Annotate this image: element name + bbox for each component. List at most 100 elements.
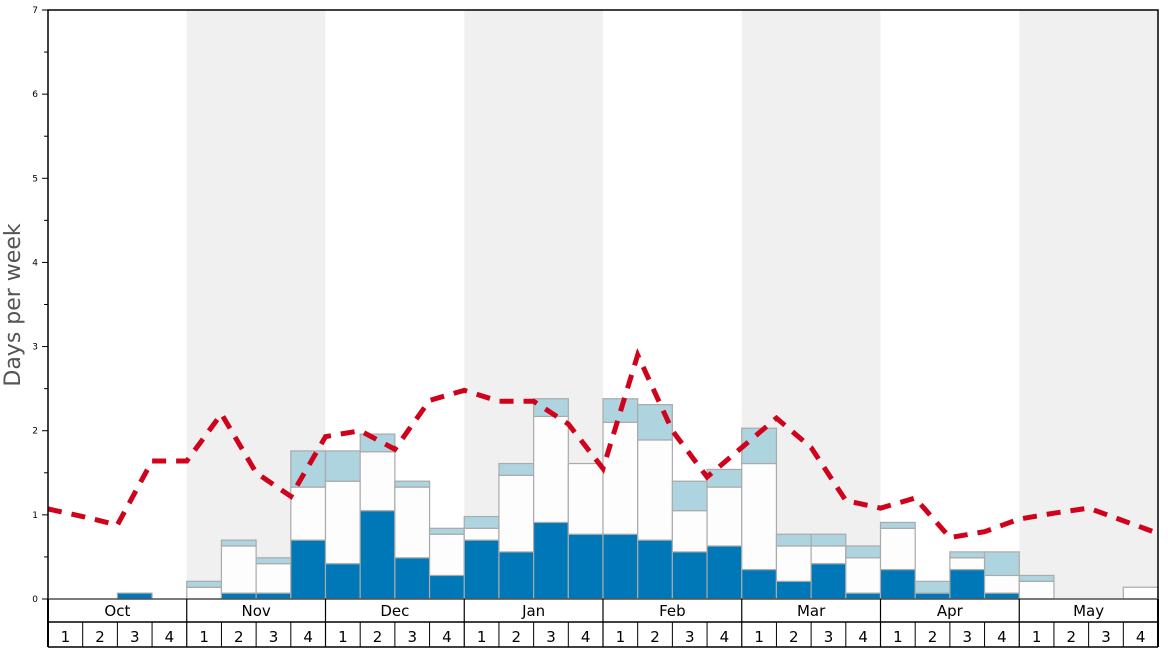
y-tick-label: 4 <box>32 258 38 268</box>
bar-dark-week-9 <box>324 563 361 600</box>
bar-dark-week-25 <box>879 568 916 600</box>
bar-white-week-25 <box>879 527 916 571</box>
bar-light-week-27 <box>949 551 986 559</box>
week-label: 3 <box>824 628 834 646</box>
bar-dark-week-19 <box>671 551 708 600</box>
week-label: 1 <box>1032 628 1042 646</box>
week-label: 2 <box>1067 628 1077 646</box>
week-label: 1 <box>616 628 626 646</box>
bar-light-week-14 <box>498 462 535 476</box>
bar-dark-week-16 <box>567 533 604 600</box>
bar-light-week-11 <box>394 480 431 488</box>
week-label: 1 <box>61 628 71 646</box>
bar-dark-week-6 <box>220 592 257 600</box>
y-axis-label: Days per week <box>1 223 26 386</box>
month-label-may: May <box>1073 602 1104 620</box>
bar-dark-week-12 <box>428 574 465 600</box>
bar-dark-week-20 <box>706 545 743 600</box>
bar-light-week-26 <box>914 580 951 594</box>
bar-light-week-7 <box>255 557 292 565</box>
bar-light-week-5 <box>186 580 223 588</box>
month-label-apr: Apr <box>937 602 964 620</box>
bar-light-week-19 <box>671 480 708 512</box>
bar-white-week-20 <box>706 486 743 547</box>
bar-light-week-22 <box>775 533 812 547</box>
bar-dark-week-8 <box>290 539 327 600</box>
week-label: 2 <box>928 628 938 646</box>
bar-white-week-12 <box>428 533 465 577</box>
average-line <box>47 347 1159 541</box>
bar-white-week-17 <box>602 421 639 535</box>
month-label-jan: Jan <box>521 602 545 620</box>
week-label: 4 <box>720 628 730 646</box>
month-band-may <box>1019 10 1158 599</box>
bar-light-week-29 <box>1018 574 1055 582</box>
bar-white-week-21 <box>741 462 778 571</box>
bar-white-week-6 <box>220 545 257 594</box>
bar-white-week-32 <box>1122 586 1159 600</box>
bar-light-week-6 <box>220 539 257 547</box>
week-label: 4 <box>997 628 1007 646</box>
bar-white-week-24 <box>845 557 882 594</box>
bar-white-week-7 <box>255 563 292 594</box>
bar-white-week-23 <box>810 545 847 565</box>
week-label: 4 <box>165 628 175 646</box>
week-label: 2 <box>789 628 799 646</box>
bar-dark-week-13 <box>463 539 500 600</box>
month-label-dec: Dec <box>380 602 409 620</box>
week-label: 2 <box>373 628 383 646</box>
bar-dark-week-17 <box>602 533 639 600</box>
bar-dark-week-22 <box>775 580 812 600</box>
bar-light-week-24 <box>845 545 882 559</box>
bar-dark-week-26 <box>914 592 951 600</box>
bar-white-week-19 <box>671 510 708 553</box>
bar-light-week-25 <box>879 521 916 529</box>
bar-light-week-15 <box>533 398 569 418</box>
bar-light-week-13 <box>463 515 500 529</box>
week-label: 3 <box>962 628 972 646</box>
bar-light-week-28 <box>983 551 1020 577</box>
y-tick-label: 7 <box>32 6 38 16</box>
bar-white-week-16 <box>567 462 604 535</box>
bar-white-week-28 <box>983 574 1020 594</box>
bar-white-week-13 <box>463 527 500 541</box>
bar-dark-week-10 <box>359 510 396 600</box>
bar-light-week-12 <box>428 527 465 535</box>
y-tick-label: 6 <box>32 90 38 100</box>
month-label-nov: Nov <box>241 602 270 620</box>
bar-light-week-8 <box>290 450 327 488</box>
bar-light-week-23 <box>810 533 847 547</box>
week-label: 4 <box>442 628 452 646</box>
week-label: 2 <box>512 628 522 646</box>
y-tick-label: 5 <box>32 174 38 184</box>
week-label: 3 <box>269 628 279 646</box>
week-label: 1 <box>893 628 903 646</box>
bar-dark-week-3 <box>116 592 153 600</box>
bar-white-week-10 <box>359 451 396 512</box>
bar-dark-week-23 <box>810 563 847 600</box>
bar-white-week-15 <box>533 415 569 524</box>
y-tick-label: 2 <box>32 427 38 437</box>
week-label: 2 <box>650 628 660 646</box>
y-tick-label: 1 <box>32 511 38 521</box>
bar-white-week-18 <box>637 439 673 541</box>
bar-white-week-29 <box>1018 580 1055 600</box>
week-label: 1 <box>754 628 764 646</box>
week-label: 2 <box>95 628 105 646</box>
week-label: 4 <box>858 628 868 646</box>
bar-light-week-20 <box>706 468 743 488</box>
week-label: 4 <box>581 628 591 646</box>
bar-white-week-8 <box>290 486 327 541</box>
bar-dark-week-18 <box>637 539 673 600</box>
bar-white-week-5 <box>186 586 223 600</box>
bar-dark-week-27 <box>949 568 986 600</box>
week-label: 1 <box>338 628 348 646</box>
y-tick-label: 3 <box>32 343 38 353</box>
week-label: 1 <box>199 628 209 646</box>
bar-dark-week-7 <box>255 592 292 600</box>
bar-white-week-11 <box>394 486 431 559</box>
bar-dark-week-24 <box>845 592 882 600</box>
bar-dark-week-28 <box>983 592 1020 600</box>
month-label-feb: Feb <box>659 602 686 620</box>
